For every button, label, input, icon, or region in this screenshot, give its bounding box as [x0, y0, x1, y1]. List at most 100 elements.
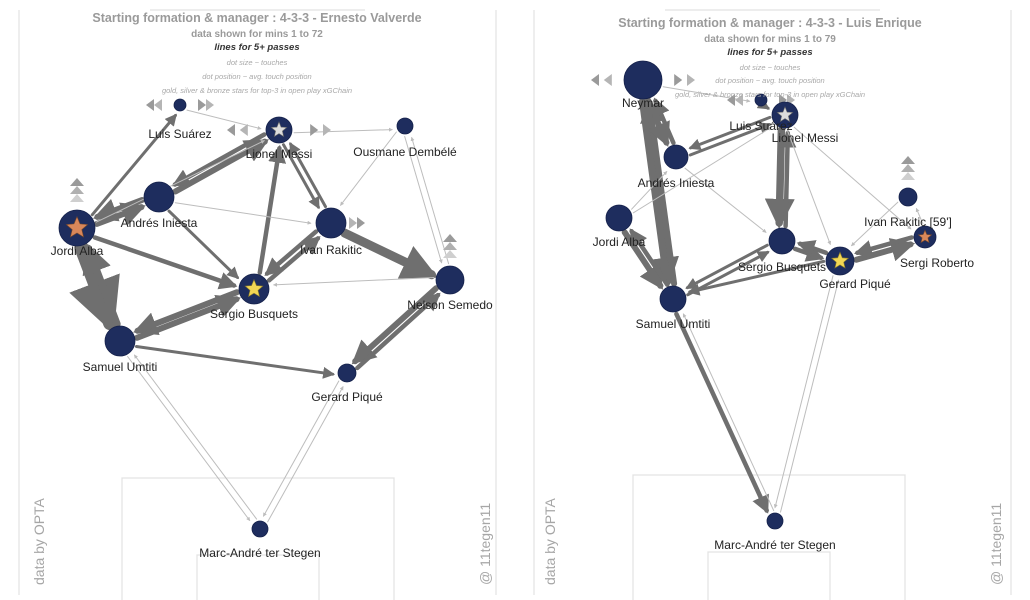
- pass-line-dembele-to-rakitic: [340, 131, 397, 206]
- touch-markers: [70, 99, 457, 258]
- triangle-marker-icon: [154, 99, 162, 111]
- pass-line-busquets-to-umtiti: [685, 243, 769, 290]
- triangle-marker-icon: [70, 178, 84, 186]
- lines-note: lines for 5+ passes: [727, 47, 812, 58]
- pass-line-messi-to-roberto: [793, 126, 912, 230]
- pass-line-messi-to-pique: [786, 129, 832, 246]
- triangle-marker-icon: [206, 99, 214, 111]
- pass-line-messi-to-dembele: [293, 127, 393, 134]
- player-label-neymar: Neymar: [622, 96, 664, 110]
- pass-line-messi-to-iniesta: [171, 132, 267, 187]
- pass-line-umtiti-to-alba: [82, 242, 121, 328]
- pass-line-roberto-to-pique: [853, 235, 914, 258]
- pitch: [18, 9, 497, 600]
- pass-lines: [621, 86, 924, 514]
- triangle-marker-icon: [227, 124, 235, 136]
- player-label-suarez: Luis Suárez: [729, 119, 792, 133]
- pass-line-iniesta-to-neymar: [652, 97, 676, 146]
- pass-line-terstegen-to-umtiti: [134, 354, 258, 520]
- pass-line-pique-to-umtiti: [687, 259, 826, 296]
- pass-lines: [69, 109, 450, 523]
- triangle-marker-icon: [310, 124, 319, 136]
- pass-line-terstegen-to-pique: [267, 386, 344, 523]
- pass-line-alba-to-suarez: [90, 113, 177, 217]
- pass-line-neymar-to-umtiti: [638, 97, 680, 288]
- pass-line-messi-to-iniesta: [688, 115, 772, 151]
- pass-line-neymar-to-suarez: [662, 86, 751, 103]
- player-dot-semedo: [435, 265, 465, 295]
- pass-line-iniesta-to-alba: [92, 197, 145, 222]
- player-dot-neymar: [623, 60, 663, 100]
- legend-stars: gold, silver & bronze stars for top-3 in…: [162, 86, 352, 95]
- pass-line-rakitic-to-pique: [851, 201, 899, 247]
- player-label-pique: Gerard Piqué: [819, 277, 891, 291]
- player-dot-alba: [605, 204, 633, 232]
- pass-map-valverde: Luis Suárez Lionel Messi Ousmane Dembélé An…: [18, 9, 497, 600]
- player-dot-terstegen: [251, 520, 269, 538]
- triangle-marker-icon: [198, 99, 206, 111]
- triangle-marker-icon: [443, 250, 457, 258]
- player-labels: Luis Suárez Lionel Messi Ousmane Dembélé An…: [51, 127, 493, 560]
- pass-line-semedo-to-dembele: [410, 136, 450, 265]
- pass-line-rakitic-to-semedo: [340, 228, 438, 280]
- pass-line-dembele-to-semedo: [404, 136, 443, 264]
- player-dot-umtiti: [104, 325, 136, 357]
- legend-stars: gold, silver & bronze stars for top-3 in…: [675, 90, 865, 99]
- pass-line-alba-to-busquets: [92, 235, 238, 290]
- player-dot-rakitic: [315, 207, 347, 239]
- player-label-dembele: Ousmane Dembélé: [353, 145, 457, 159]
- triangle-marker-icon: [603, 74, 612, 86]
- pass-line-suarez-to-messi: [756, 98, 771, 110]
- credit-author: @ 11tegen11: [477, 503, 493, 585]
- player-label-alba: Jordi Alba: [593, 235, 646, 249]
- credit-author: @ 11tegen11: [988, 503, 1004, 585]
- panel-valverde: Luis Suárez Lionel Messi Ousmane Dembélé An…: [18, 9, 497, 600]
- triangle-marker-icon: [70, 186, 84, 194]
- player-label-roberto: Sergi Roberto: [900, 256, 974, 270]
- triangle-marker-icon: [443, 242, 457, 250]
- pass-line-busquets-to-messi: [257, 144, 287, 275]
- player-label-terstegen: Marc-André ter Stegen: [199, 546, 320, 560]
- player-label-alba: Jordi Alba: [51, 244, 104, 258]
- triangle-marker-icon: [674, 74, 683, 86]
- player-label-terstegen: Marc-André ter Stegen: [714, 538, 835, 552]
- player-label-rakitic: Ivan Rakitic [59']: [864, 215, 952, 229]
- player-dot-iniesta: [143, 181, 175, 213]
- triangle-marker-icon: [901, 156, 915, 164]
- player-label-iniesta: Andrés Iniesta: [638, 176, 715, 190]
- pass-line-iniesta-to-busquets: [684, 167, 767, 233]
- bronze-star-icon: [917, 229, 933, 244]
- chart-subtitle: data shown for mins 1 to 79: [704, 34, 836, 45]
- player-dot-rakitic: [898, 187, 918, 207]
- legend-size: dot size ~ touches: [740, 63, 801, 72]
- pass-line-semedo-to-busquets: [273, 277, 435, 287]
- triangle-marker-icon: [735, 94, 743, 106]
- chart-title: Starting formation & manager : 4-3-3 - L…: [618, 16, 922, 30]
- triangle-marker-icon: [146, 99, 154, 111]
- pass-line-pique-to-semedo: [355, 292, 441, 371]
- lines-note: lines for 5+ passes: [214, 42, 299, 53]
- pass-line-iniesta-to-rakitic: [174, 202, 312, 225]
- panel-enrique: Neymar Luis Suárez Lionel Messi Andrés Inie…: [515, 0, 1030, 600]
- triangle-marker-icon: [687, 74, 695, 86]
- pass-line-umtiti-to-alba: [629, 228, 670, 287]
- credit-opta: data by OPTA: [542, 497, 558, 585]
- legend-position: dot position ~ avg. touch position: [202, 72, 311, 81]
- player-label-iniesta: Andrés Iniesta: [121, 216, 198, 230]
- player-dot-suarez: [754, 93, 768, 107]
- player-label-umtiti: Samuel Umtiti: [636, 317, 711, 331]
- triangle-marker-icon: [591, 74, 599, 86]
- silver-star-icon: [270, 121, 288, 138]
- pass-line-pique-to-terstegen: [773, 275, 834, 509]
- pass-line-alba-to-messi: [632, 126, 773, 214]
- player-label-suarez: Luis Suárez: [148, 127, 211, 141]
- triangle-marker-icon: [901, 172, 915, 180]
- gold-star-icon: [244, 278, 264, 298]
- player-dots: [58, 98, 465, 538]
- player-dot-dembele: [396, 117, 414, 135]
- legend-size: dot size ~ touches: [227, 58, 288, 67]
- pass-line-umtiti-to-terstegen: [127, 356, 251, 522]
- pass-line-messi-to-rakitic: [282, 143, 320, 210]
